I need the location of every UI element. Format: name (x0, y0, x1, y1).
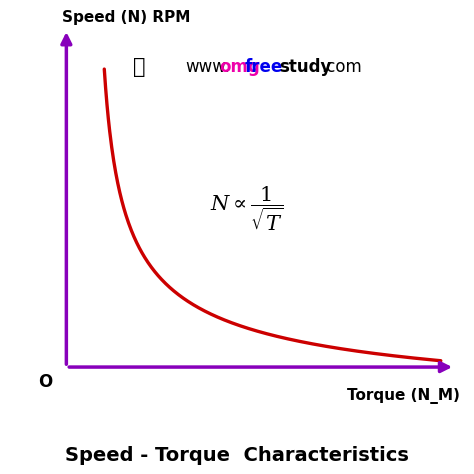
Text: omg: omg (219, 58, 260, 76)
Text: Speed - Torque  Characteristics: Speed - Torque Characteristics (65, 446, 409, 465)
Text: Torque (N_M): Torque (N_M) (347, 388, 460, 404)
Text: $N \propto \dfrac{1}{\sqrt{T}}$: $N \propto \dfrac{1}{\sqrt{T}}$ (210, 184, 283, 233)
Text: study: study (279, 58, 331, 76)
Text: O: O (38, 373, 52, 391)
Text: 📚: 📚 (133, 57, 145, 77)
Text: www.: www. (185, 58, 229, 76)
Text: Speed (N) RPM: Speed (N) RPM (62, 10, 190, 25)
Text: free: free (245, 58, 283, 76)
Text: .com: .com (321, 58, 362, 76)
